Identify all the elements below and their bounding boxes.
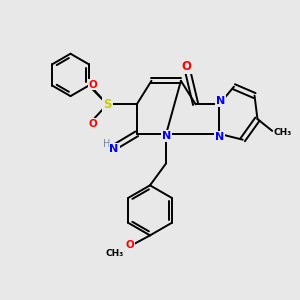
Text: N: N [110,143,119,154]
Text: CH₃: CH₃ [274,128,292,137]
Text: O: O [182,61,192,74]
Text: N: N [216,96,225,106]
Text: O: O [89,119,98,129]
Text: CH₃: CH₃ [106,249,124,258]
Text: S: S [103,98,112,111]
Text: O: O [89,80,98,90]
Text: N: N [214,132,224,142]
Text: N: N [162,131,171,141]
Text: O: O [125,240,134,250]
Text: H: H [103,139,110,148]
